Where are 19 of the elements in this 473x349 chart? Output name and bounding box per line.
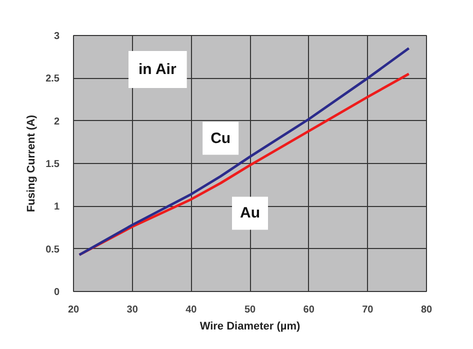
series-label: Cu — [210, 130, 231, 147]
x-tick-label: 70 — [362, 304, 374, 316]
x-tick-label: 60 — [303, 304, 315, 316]
y-tick-label: 1.5 — [46, 159, 60, 170]
y-tick-label: 2 — [54, 116, 60, 128]
x-tick-label: 80 — [420, 304, 432, 316]
y-tick-label: 0.5 — [46, 244, 60, 256]
y-axis-title: Fusing Current (A) — [26, 114, 38, 212]
x-axis-title: Wire Diameter (µm) — [200, 320, 301, 332]
y-tick-label: 3 — [54, 31, 60, 42]
y-tick-label: 2.5 — [46, 74, 60, 85]
y-tick-label: 1 — [54, 202, 60, 213]
x-tick-label: 40 — [186, 304, 198, 316]
x-tick-label: 50 — [244, 304, 256, 316]
y-tick-label: 0 — [54, 287, 60, 298]
x-tick-label: 20 — [68, 304, 80, 316]
annotation: in Air — [138, 61, 176, 78]
x-tick-label: 30 — [126, 304, 138, 316]
series-label: Au — [240, 204, 260, 222]
